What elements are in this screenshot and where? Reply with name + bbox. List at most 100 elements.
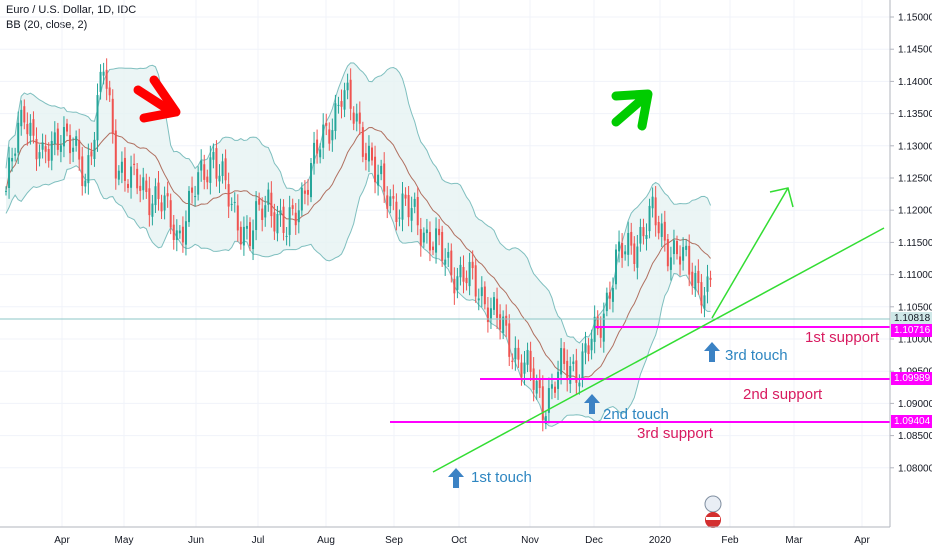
time-axis: Apr May Jun Jul Aug Sep Oct Nov Dec 2020 Feb Mar Apr — [0, 526, 890, 546]
candle-body — [191, 187, 194, 193]
candle-body — [169, 200, 172, 228]
candle-body — [700, 282, 703, 306]
support-3-price-tag: 1.09404 — [891, 415, 932, 428]
candle-body — [114, 130, 117, 179]
price-tick-label: 1.14000 — [898, 77, 932, 88]
time-tick-label: Aug — [317, 535, 335, 546]
candle-body — [328, 129, 331, 144]
candle-body — [337, 104, 340, 106]
candle-body — [194, 196, 197, 198]
candle-body — [392, 196, 395, 199]
candle-body — [367, 145, 370, 162]
candle-body — [224, 158, 227, 181]
candle-body — [334, 103, 337, 131]
candle-body — [651, 196, 654, 209]
candle-body — [441, 231, 444, 261]
price-tick-label: 1.08000 — [898, 463, 932, 474]
candle-body — [252, 230, 255, 250]
candle-body — [291, 205, 294, 209]
candle-body — [581, 351, 584, 380]
candle-body — [648, 205, 651, 232]
candle-body — [346, 82, 349, 91]
candle-body — [660, 223, 663, 237]
drawings — [0, 75, 890, 528]
candle-body — [480, 287, 483, 297]
first-touch-arrow-icon — [448, 468, 464, 488]
candle-body — [642, 227, 645, 237]
candle-body — [87, 155, 90, 184]
candle-body — [599, 326, 602, 338]
candle-body — [108, 87, 111, 96]
candle-body — [300, 187, 303, 211]
price-tick-label: 1.10000 — [898, 335, 932, 346]
candle-body — [181, 226, 184, 243]
candle-body — [526, 349, 529, 365]
bollinger-bands — [5, 62, 712, 427]
candle-body — [285, 235, 288, 237]
candle-body — [72, 147, 75, 152]
time-tick-label: Mar — [785, 535, 803, 546]
candle-body — [413, 198, 416, 207]
candle-body — [38, 152, 41, 159]
candle-body — [383, 163, 386, 192]
candle-body — [218, 175, 221, 182]
candle-body — [435, 228, 438, 253]
candle-body — [624, 251, 627, 255]
candle-body — [453, 278, 456, 294]
candle-body — [499, 314, 502, 330]
candle-body — [432, 246, 434, 251]
candle-body — [706, 276, 709, 292]
candle-body — [590, 338, 593, 351]
candle-body — [270, 192, 273, 217]
candle-body — [84, 180, 87, 187]
candle-body — [81, 156, 84, 187]
candle-body — [587, 345, 590, 355]
candle-body — [694, 273, 697, 290]
candle-body — [401, 193, 404, 220]
candle-body — [175, 230, 178, 240]
candle-body — [249, 222, 251, 246]
candle-body — [688, 245, 691, 275]
candle-body — [377, 174, 380, 186]
time-tick-label: May — [115, 535, 134, 546]
candle-body — [544, 416, 547, 424]
candle-body — [398, 217, 401, 219]
candle-body — [618, 241, 621, 252]
candle-body — [319, 149, 322, 158]
time-tick-label: Oct — [451, 535, 467, 546]
candle-body — [615, 249, 617, 285]
candle-body — [157, 182, 160, 200]
bearish-arrow — [133, 75, 181, 123]
candle-body — [663, 221, 666, 241]
uptrend-line — [432, 227, 885, 473]
time-tick-label: Jul — [252, 535, 265, 546]
candle-body — [474, 265, 477, 297]
candle-body — [111, 98, 114, 134]
symbol-title: Euro / U.S. Dollar, 1D, IDC — [6, 4, 137, 16]
candle-body — [105, 69, 108, 89]
candle-body — [261, 208, 264, 221]
price-tick-label: 1.13500 — [898, 109, 932, 120]
flag-stripe — [706, 517, 720, 520]
candle-body — [410, 208, 413, 221]
candle-body — [178, 230, 181, 234]
candle-body — [505, 315, 508, 326]
candle-body — [14, 153, 17, 156]
price-tick-label: 1.13000 — [898, 141, 932, 152]
candle-body — [450, 250, 453, 276]
candle-body — [444, 259, 447, 265]
candle-body — [611, 287, 614, 302]
price-axis: 1.15000 1.14500 1.14000 1.13500 1.13000 1.125… — [889, 0, 932, 527]
candle-body — [639, 226, 642, 244]
candle-body — [148, 188, 151, 216]
candle-body — [666, 239, 669, 267]
candle-body — [395, 201, 398, 222]
candle-body — [523, 362, 526, 374]
candle-body — [56, 128, 59, 150]
candle-body — [136, 168, 139, 189]
candle-body — [160, 202, 163, 212]
time-tick-label: Feb — [721, 535, 739, 546]
second-support-label: 2nd support — [743, 386, 823, 403]
candle-body — [53, 132, 56, 144]
